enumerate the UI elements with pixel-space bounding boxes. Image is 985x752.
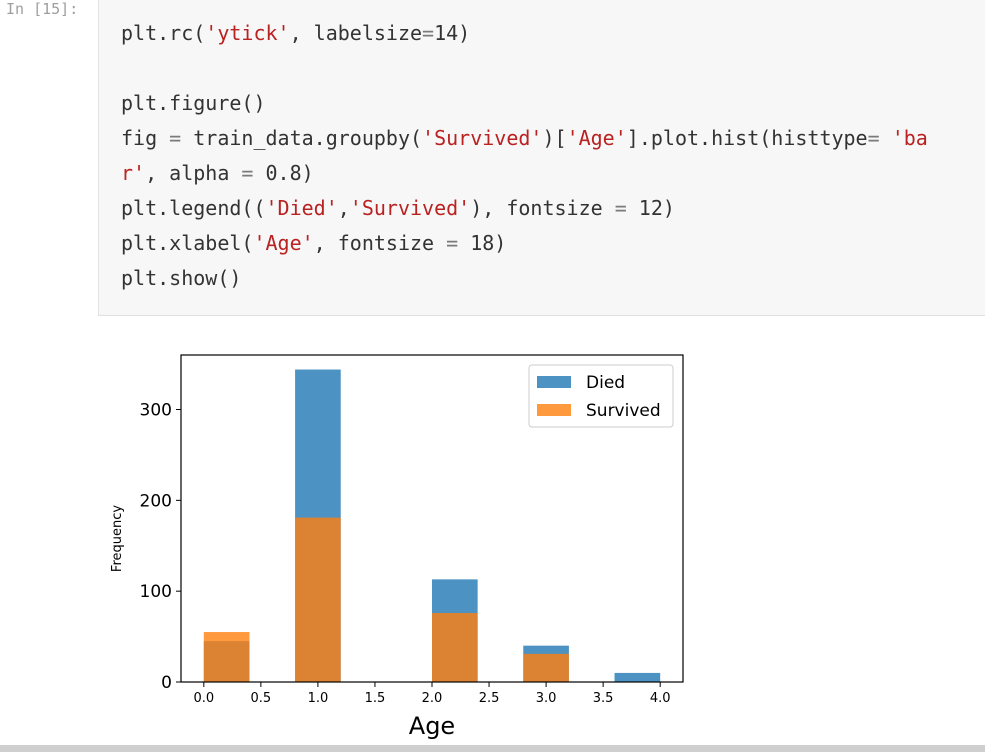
- code-token: plt.figure(): [121, 91, 266, 115]
- code-token: =: [446, 231, 459, 255]
- code-token: 18): [458, 231, 507, 255]
- code-string-token: 'ytick': [205, 21, 290, 45]
- horizontal-scrollbar[interactable]: [0, 745, 985, 752]
- x-tick-label: 0.5: [251, 691, 272, 706]
- bar-died: [614, 672, 661, 682]
- code-cell[interactable]: plt.rc('ytick', labelsize=14) plt.figure(…: [98, 0, 985, 316]
- code-token: plt.show(): [121, 266, 242, 290]
- code-token: ,: [337, 196, 350, 220]
- code-token: ), fontsize: [470, 196, 615, 220]
- code-token: , fontsize: [313, 231, 447, 255]
- x-tick-label: 0.0: [193, 691, 214, 706]
- x-tick-label: 2.0: [422, 691, 443, 706]
- y-tick-label: 300: [140, 401, 172, 421]
- legend-swatch-survived: [537, 404, 571, 416]
- code-token: , alpha: [145, 161, 242, 185]
- code-string-token: r': [121, 161, 146, 185]
- code-line: r', alpha = 0.8): [121, 156, 928, 191]
- code-string-token: 'Survived': [422, 126, 543, 150]
- y-axis-label: Frequency: [110, 505, 125, 572]
- code-token: 14): [434, 21, 471, 45]
- x-axis-label: Age: [409, 712, 455, 740]
- bar-survived: [295, 517, 341, 682]
- code-string-token: 'ba: [891, 126, 928, 150]
- bar-survived: [523, 653, 569, 682]
- code-editor[interactable]: plt.rc('ytick', labelsize=14) plt.figure(…: [121, 16, 928, 296]
- code-token: =: [169, 126, 182, 150]
- code-token: train_data.groupby(: [181, 126, 423, 150]
- cell-output: 0.0 0.5 1.0 1.5 2.0 2.5 3.0 3.5 4.0 0 100 200 300 Age…: [98, 340, 698, 745]
- code-token: 0.8): [253, 161, 314, 185]
- code-token: plt.xlabel(: [121, 231, 254, 255]
- code-line: plt.xlabel('Age', fontsize = 18): [121, 226, 928, 261]
- code-token: ].plot.hist(histtype: [626, 126, 868, 150]
- x-tick-label: 3.5: [593, 691, 614, 706]
- code-token: fig: [121, 126, 170, 150]
- y-tick-label: 200: [140, 491, 172, 511]
- code-line: plt.show(): [121, 261, 928, 296]
- code-line: [121, 51, 928, 86]
- code-line: plt.rc('ytick', labelsize=14): [121, 16, 928, 51]
- x-tick-label: 1.5: [365, 691, 386, 706]
- code-token: )[: [542, 126, 567, 150]
- code-token: [880, 126, 892, 150]
- code-token: , labelsize: [289, 21, 423, 45]
- x-tick-label: 2.5: [479, 691, 500, 706]
- bar-survived: [432, 612, 478, 682]
- code-token: =: [422, 21, 435, 45]
- code-string-token: 'Survived': [349, 196, 471, 220]
- legend-swatch-died: [537, 376, 571, 388]
- histogram-chart: 0.0 0.5 1.0 1.5 2.0 2.5 3.0 3.5 4.0 0 100 200 300 Age…: [110, 354, 684, 740]
- code-token: plt.legend((: [121, 196, 266, 220]
- cell-prompt: In [15]:: [6, 0, 79, 18]
- x-tick-label: 4.0: [650, 691, 671, 706]
- code-token: 12): [626, 196, 675, 220]
- x-tick-label: 3.0: [536, 691, 557, 706]
- code-line: fig = train_data.groupby('Survived')['Ag…: [121, 121, 928, 156]
- bar-survived: [203, 632, 250, 682]
- code-line: plt.figure(): [121, 86, 928, 121]
- code-token: plt.rc(: [121, 21, 206, 45]
- y-tick-label: 100: [140, 582, 172, 602]
- y-tick-label: 0: [161, 673, 172, 693]
- code-string-token: 'Died': [265, 196, 338, 220]
- code-token: =: [241, 161, 254, 185]
- code-line: plt.legend(('Died','Survived'), fontsize…: [121, 191, 928, 226]
- code-token: =: [614, 196, 627, 220]
- code-string-token: 'Age': [253, 231, 314, 255]
- legend-label-died: Died: [586, 373, 625, 393]
- code-token: =: [867, 126, 880, 150]
- code-string-token: 'Age': [566, 126, 627, 150]
- legend-label-survived: Survived: [586, 401, 661, 421]
- x-tick-label: 1.0: [308, 691, 329, 706]
